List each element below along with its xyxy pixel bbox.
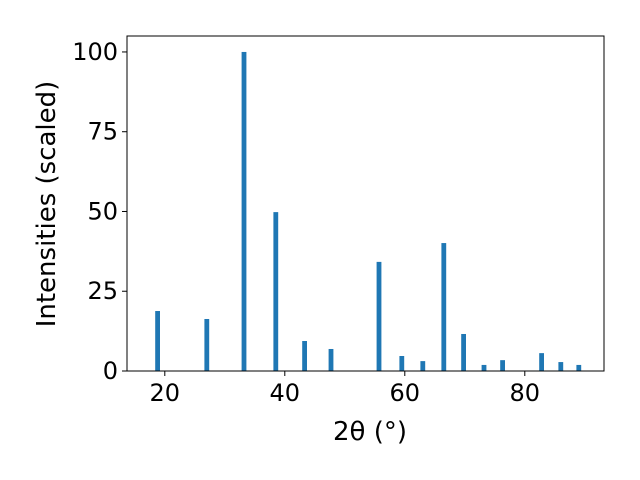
bar <box>576 364 582 371</box>
bar <box>399 356 405 371</box>
y-tick-label: 100 <box>72 38 118 66</box>
bar <box>273 212 279 371</box>
plot-frame <box>126 35 605 372</box>
bar <box>558 362 564 371</box>
bar <box>328 348 334 371</box>
bar <box>204 318 210 371</box>
bar <box>155 311 160 371</box>
bar <box>500 360 505 371</box>
x-axis-label: 2θ (°) <box>333 417 407 447</box>
bar <box>461 333 466 371</box>
x-tick-label: 60 <box>390 379 421 407</box>
y-tick-label: 25 <box>87 277 118 305</box>
bar <box>441 243 447 371</box>
bar <box>302 341 307 371</box>
y-tick-label: 0 <box>103 357 118 385</box>
bar <box>420 361 426 371</box>
y-tick-label: 50 <box>87 197 118 225</box>
x-tick-label: 40 <box>270 379 301 407</box>
bar <box>376 261 382 371</box>
x-tick-label: 80 <box>510 379 541 407</box>
x-tick-label: 20 <box>150 379 181 407</box>
y-axis-label: Intensities (scaled) <box>32 81 62 328</box>
bar <box>241 51 247 371</box>
bar <box>481 364 487 371</box>
bar <box>539 353 544 371</box>
y-tick-label: 75 <box>87 118 118 146</box>
